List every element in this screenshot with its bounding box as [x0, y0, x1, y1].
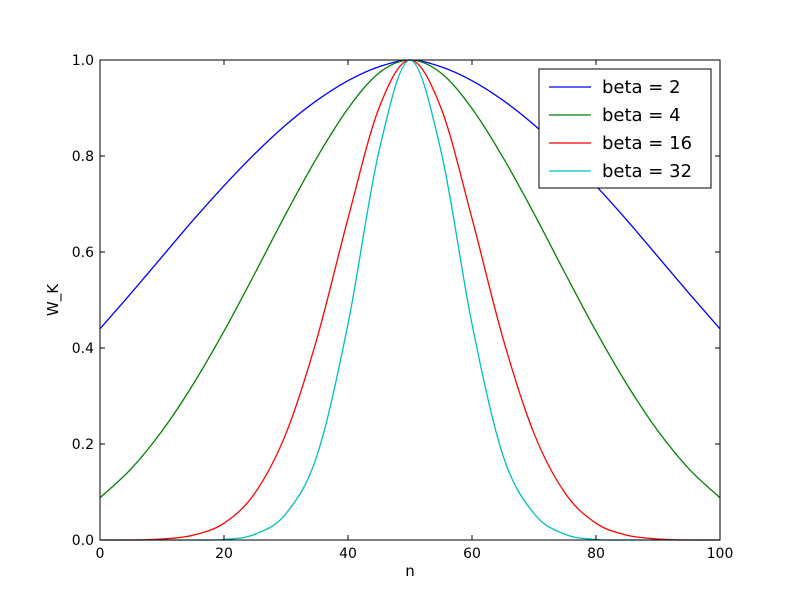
- y-axis-label: W_K: [44, 283, 63, 316]
- x-tick-label: 80: [587, 546, 605, 562]
- legend-label-3: beta = 16: [602, 133, 692, 154]
- legend-box: [538, 68, 712, 189]
- x-tick-label: 20: [215, 546, 233, 562]
- x-tick-label: 60: [463, 546, 481, 562]
- y-tick-label: 0.6: [72, 245, 94, 261]
- legend: beta = 2 beta = 4 beta = 16 beta = 32: [538, 68, 712, 189]
- x-tick-label: 40: [339, 546, 357, 562]
- y-tick-label: 1.0: [72, 53, 94, 69]
- axes-frame: [99, 59, 721, 541]
- legend-label-2: beta = 4: [602, 105, 681, 126]
- axes: 0 20 40 60 80 100 0.0 0.2 0.4 0.6 0.8 1.0 n W_K: [44, 53, 733, 580]
- legend-label-4: beta = 32: [602, 161, 692, 182]
- y-tick-label: 0.0: [72, 533, 94, 549]
- y-tick-label: 0.8: [72, 149, 94, 165]
- x-axis-label: n: [405, 562, 415, 580]
- y-tick-label: 0.4: [72, 341, 94, 357]
- legend-label-1: beta = 2: [602, 77, 681, 98]
- y-tick-label: 0.2: [72, 437, 94, 453]
- x-tick-label: 0: [96, 546, 105, 562]
- x-tick-label: 100: [707, 546, 734, 562]
